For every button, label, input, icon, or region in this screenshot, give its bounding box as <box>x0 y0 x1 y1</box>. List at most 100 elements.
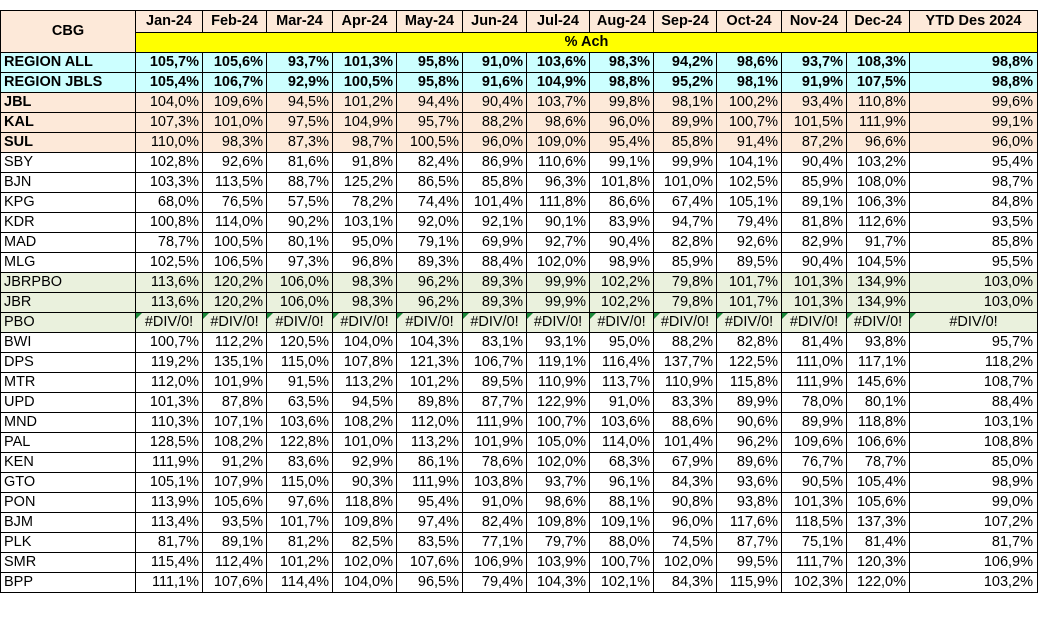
value-cell[interactable]: 113,6% <box>135 272 203 293</box>
value-cell[interactable]: 137,3% <box>846 512 910 533</box>
value-cell[interactable]: 100,7% <box>589 552 654 573</box>
value-cell[interactable]: 98,3% <box>332 272 397 293</box>
value-cell[interactable]: 102,5% <box>135 252 203 273</box>
value-cell[interactable]: 108,3% <box>846 52 910 73</box>
value-cell[interactable]: 101,4% <box>462 192 527 213</box>
value-cell[interactable]: 90,8% <box>653 492 717 513</box>
value-cell[interactable]: 82,4% <box>462 512 527 533</box>
value-cell[interactable]: 110,6% <box>526 152 590 173</box>
value-cell[interactable]: 85,8% <box>653 132 717 153</box>
value-cell[interactable]: 76,7% <box>781 452 847 473</box>
value-cell[interactable]: 115,0% <box>266 472 333 493</box>
value-cell[interactable]: 91,0% <box>462 52 527 73</box>
value-cell[interactable]: 109,0% <box>526 132 590 153</box>
value-cell[interactable]: 98,6% <box>526 492 590 513</box>
value-cell[interactable]: 107,5% <box>846 72 910 93</box>
value-cell[interactable]: 103,1% <box>332 212 397 233</box>
ytd-cell[interactable]: 81,7% <box>909 532 1038 553</box>
value-cell[interactable]: 102,8% <box>135 152 203 173</box>
value-cell[interactable]: 101,3% <box>332 52 397 73</box>
value-cell[interactable]: #DIV/0! <box>526 312 590 333</box>
ytd-cell[interactable]: 99,1% <box>909 112 1038 133</box>
value-cell[interactable]: 125,2% <box>332 172 397 193</box>
value-cell[interactable]: 103,8% <box>462 472 527 493</box>
value-cell[interactable]: 112,0% <box>135 372 203 393</box>
value-cell[interactable]: 106,7% <box>202 72 267 93</box>
value-cell[interactable]: 86,1% <box>396 452 463 473</box>
value-cell[interactable]: 117,1% <box>846 352 910 373</box>
value-cell[interactable]: 82,9% <box>781 232 847 253</box>
value-cell[interactable]: 88,7% <box>266 172 333 193</box>
value-cell[interactable]: 100,7% <box>135 332 203 353</box>
value-cell[interactable]: 111,9% <box>781 372 847 393</box>
value-cell[interactable]: 96,0% <box>589 112 654 133</box>
value-cell[interactable]: 92,6% <box>716 232 782 253</box>
value-cell[interactable]: 103,2% <box>846 152 910 173</box>
value-cell[interactable]: 93,7% <box>781 52 847 73</box>
row-label-cell[interactable]: KPG <box>0 192 136 213</box>
value-cell[interactable]: 91,4% <box>716 132 782 153</box>
value-cell[interactable]: 105,6% <box>202 52 267 73</box>
value-cell[interactable]: 105,7% <box>135 52 203 73</box>
value-cell[interactable]: 114,0% <box>589 432 654 453</box>
value-cell[interactable]: 83,6% <box>266 452 333 473</box>
value-cell[interactable]: 107,6% <box>202 572 267 593</box>
value-cell[interactable]: 95,8% <box>396 52 463 73</box>
value-cell[interactable]: 94,5% <box>332 392 397 413</box>
value-cell[interactable]: 105,1% <box>135 472 203 493</box>
value-cell[interactable]: 81,4% <box>846 532 910 553</box>
value-cell[interactable]: 83,5% <box>396 532 463 553</box>
value-cell[interactable]: 101,0% <box>332 432 397 453</box>
value-cell[interactable]: 134,9% <box>846 292 910 313</box>
value-cell[interactable]: 79,8% <box>653 292 717 313</box>
value-cell[interactable]: 98,3% <box>589 52 654 73</box>
value-cell[interactable]: 107,8% <box>332 352 397 373</box>
value-cell[interactable]: 109,8% <box>526 512 590 533</box>
value-cell[interactable]: 128,5% <box>135 432 203 453</box>
value-cell[interactable]: 101,7% <box>716 292 782 313</box>
value-cell[interactable]: 87,7% <box>716 532 782 553</box>
header-month-nov-24[interactable]: Nov-24 <box>781 10 847 33</box>
value-cell[interactable]: 82,8% <box>653 232 717 253</box>
value-cell[interactable]: 90,4% <box>589 232 654 253</box>
ytd-cell[interactable]: 103,0% <box>909 272 1038 293</box>
row-label-cell[interactable]: SMR <box>0 552 136 573</box>
value-cell[interactable]: 100,7% <box>526 412 590 433</box>
value-cell[interactable]: 90,6% <box>716 412 782 433</box>
value-cell[interactable]: 94,4% <box>396 92 463 113</box>
value-cell[interactable]: 89,9% <box>781 412 847 433</box>
row-label-cell[interactable]: SUL <box>0 132 136 153</box>
value-cell[interactable]: 102,2% <box>589 272 654 293</box>
value-cell[interactable]: 104,3% <box>526 572 590 593</box>
value-cell[interactable]: 120,2% <box>202 292 267 313</box>
value-cell[interactable]: 97,4% <box>396 512 463 533</box>
value-cell[interactable]: 120,5% <box>266 332 333 353</box>
row-label-cell[interactable]: SBY <box>0 152 136 173</box>
value-cell[interactable]: 91,0% <box>462 492 527 513</box>
value-cell[interactable]: 96,0% <box>653 512 717 533</box>
value-cell[interactable]: 103,9% <box>526 552 590 573</box>
value-cell[interactable]: 82,8% <box>716 332 782 353</box>
header-month-sep-24[interactable]: Sep-24 <box>653 10 717 33</box>
value-cell[interactable]: 106,6% <box>846 432 910 453</box>
value-cell[interactable]: 135,1% <box>202 352 267 373</box>
value-cell[interactable]: 75,1% <box>781 532 847 553</box>
value-cell[interactable]: 115,4% <box>135 552 203 573</box>
row-label-cell[interactable]: PLK <box>0 532 136 553</box>
value-cell[interactable]: #DIV/0! <box>781 312 847 333</box>
value-cell[interactable]: 96,0% <box>462 132 527 153</box>
value-cell[interactable]: 114,4% <box>266 572 333 593</box>
value-cell[interactable]: 91,2% <box>202 452 267 473</box>
value-cell[interactable]: 95,8% <box>396 72 463 93</box>
value-cell[interactable]: 118,8% <box>846 412 910 433</box>
ytd-cell[interactable]: 95,7% <box>909 332 1038 353</box>
value-cell[interactable]: 105,1% <box>716 192 782 213</box>
value-cell[interactable]: 109,6% <box>781 432 847 453</box>
value-cell[interactable]: 112,6% <box>846 212 910 233</box>
header-month-jan-24[interactable]: Jan-24 <box>135 10 203 33</box>
value-cell[interactable]: 79,4% <box>462 572 527 593</box>
value-cell[interactable]: 103,3% <box>135 172 203 193</box>
value-cell[interactable]: 96,3% <box>526 172 590 193</box>
row-label-cell[interactable]: KEN <box>0 452 136 473</box>
value-cell[interactable]: 96,6% <box>846 132 910 153</box>
